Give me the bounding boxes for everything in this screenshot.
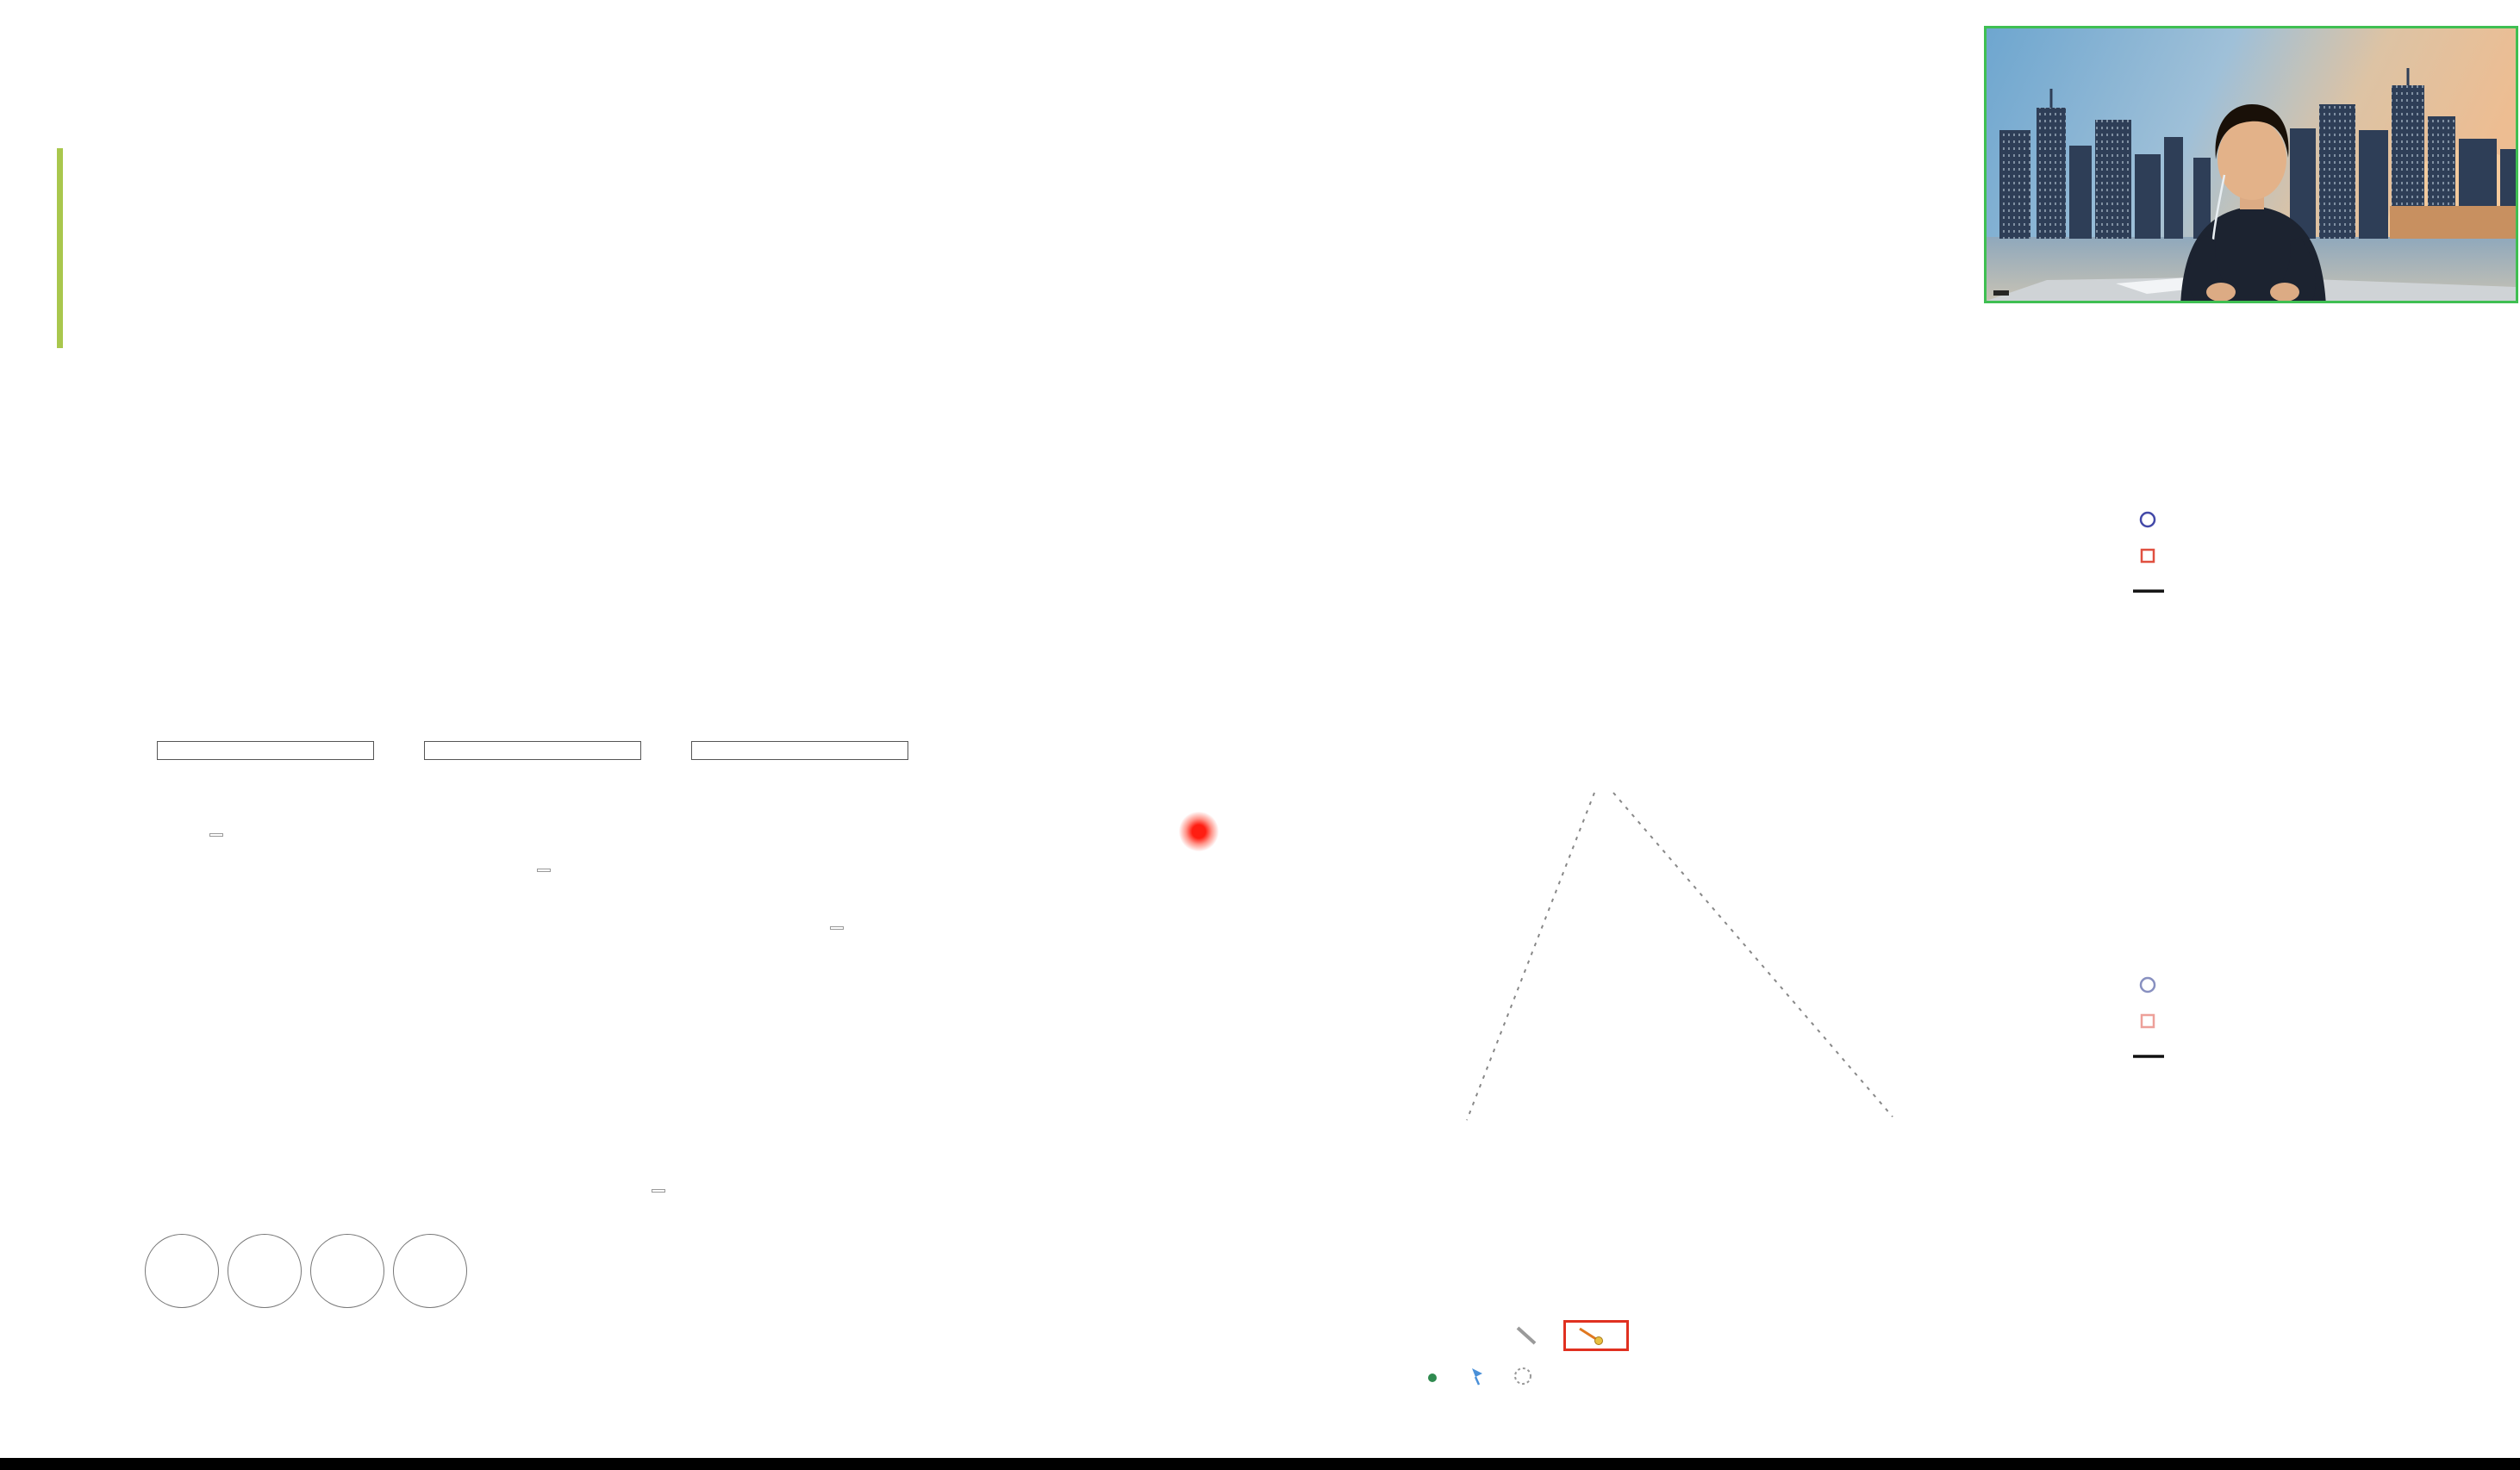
webcam-name-tag [1993,290,2009,296]
person [2180,104,2326,306]
left-hand [2206,283,2236,302]
legend-recorded-path-box [1563,1320,1629,1351]
us-map-initial-entry [679,562,919,721]
us-map-reports [412,562,652,721]
rg-circle-icon [1514,1367,1531,1385]
webcam-scene [1987,28,2520,313]
chart-gyration-distribution [1946,935,2515,1392]
colorbar-reports [424,741,641,760]
pie-chart-jacksonville [310,1234,384,1308]
chart-3d-events [1413,935,2017,1280]
chart-dollar-bill-pr [939,543,1439,948]
chart-trajectories [1444,470,1995,939]
waterfront-buildings [2390,206,2516,239]
us-map-population [145,562,384,721]
city-label-jacksonville [652,1189,665,1193]
colorbar-initial-entry [691,741,908,760]
d2-square-icon2 [2140,1013,2155,1029]
chart-return-probability [939,948,1439,1327]
hair [2215,104,2289,159]
bottom-bar [0,1458,2520,1470]
pie-chart-omaha [145,1234,219,1308]
pie-chart-new-york [393,1234,467,1308]
legend-3d-row2 [1424,1365,1546,1387]
pie-chart-seattle [228,1234,302,1308]
phone-tower-icon [1428,1373,1437,1382]
accent-bar [57,148,63,348]
colorbar-population [157,741,374,760]
laser-pointer-dot [1179,812,1219,851]
d1-circle-icon [2139,511,2156,528]
city-label-new-york [830,926,844,930]
right-hand [2270,283,2299,302]
preferred-position-icon [1472,1368,1482,1377]
city-label-seattle [209,833,223,837]
service-area-icon [1516,1326,1537,1345]
legend-pdr [2129,504,2168,613]
city-label-omaha [537,869,551,872]
d1-circle-icon2 [2139,976,2156,993]
d2-square-icon [2140,548,2155,564]
face [2217,119,2286,200]
chart-displacement-distribution [1946,470,2515,926]
legend-3d-row1 [1513,1320,1629,1351]
webcam-video-tile[interactable] [1984,26,2520,313]
legend-prg [2129,969,2168,1078]
